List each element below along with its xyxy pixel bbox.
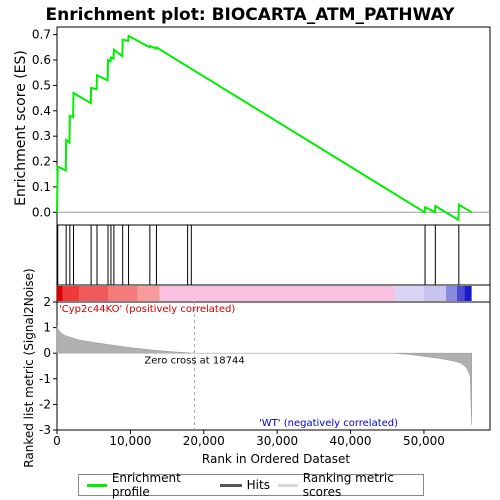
hits-frame	[56, 224, 491, 286]
negative-correlation-label: 'WT' (negatively correlated)	[259, 418, 398, 429]
es-y-tick-label: 0.2	[32, 155, 51, 169]
es-y-tick-label: 0.1	[32, 180, 51, 194]
legend-hits: Hits	[219, 478, 270, 492]
x-tick-label: 30,000	[256, 434, 298, 448]
ranking-metric-area	[56, 326, 472, 425]
heat-segment	[62, 286, 80, 301]
es-y-tick-label: 0.3	[32, 129, 51, 143]
legend-enrichment-swatch	[87, 483, 107, 487]
heat-segment	[456, 286, 465, 301]
positive-correlation-label: 'Cyp2c44KO' (positively correlated)	[59, 304, 235, 315]
heat-segment	[445, 286, 457, 301]
rank-y-tick-label: -2	[39, 397, 51, 411]
rank-y-tick-label: 2	[43, 295, 51, 309]
heat-segment	[394, 286, 424, 301]
legend-enrichment-label: Enrichment profile	[111, 471, 181, 499]
heat-segment	[79, 286, 109, 301]
es-y-tick-label: 0.4	[32, 104, 51, 118]
es-y-tick-label: 0.5	[32, 78, 51, 92]
es-y-tick-label: 0.0	[32, 205, 51, 219]
heat-segment	[57, 286, 63, 301]
legend-hits-swatch	[219, 483, 242, 487]
es-frame	[56, 26, 491, 226]
legend-hits-label: Hits	[246, 478, 270, 492]
rank-y-tick-label: 0	[43, 346, 51, 360]
x-tick-label: 0	[53, 434, 61, 448]
heat-segment	[423, 286, 446, 301]
chart-title: Enrichment plot: BIOCARTA_ATM_PATHWAY	[46, 5, 456, 25]
legend-ranking: Ranking metric scores	[277, 471, 423, 499]
es-y-tick-label: 0.6	[32, 53, 51, 67]
hits-panel	[56, 224, 491, 286]
enrichment-profile-line	[56, 34, 473, 222]
rank-y-axis-label: Ranked list metric (Signal2Noise)	[22, 268, 36, 467]
ranking-metric-panel: -3 -2 -1 0 1 2 0 10,000 20,000 30,000 40,000 50,000…	[39, 295, 491, 448]
correlation-heat-bar	[56, 284, 491, 303]
heat-segment	[108, 286, 138, 301]
heat-segment	[159, 286, 395, 301]
rank-y-tick-label: -1	[39, 372, 51, 386]
x-axis-label: Rank in Ordered Dataset	[202, 452, 350, 466]
legend-ranking-label: Ranking metric scores	[302, 471, 394, 499]
es-y-tick-label: 0.7	[32, 28, 51, 42]
x-tick-label: 20,000	[183, 434, 225, 448]
heat-segment	[137, 286, 160, 301]
es-y-axis-label: Enrichment score (ES)	[13, 50, 29, 206]
legend-enrichment: Enrichment profile	[87, 471, 212, 499]
rank-y-tick-label: 1	[43, 321, 51, 335]
zero-cross-label: Zero cross at 18744	[144, 355, 244, 366]
legend-ranking-swatch	[277, 483, 298, 487]
heat-segment	[464, 286, 472, 301]
rank-frame	[56, 301, 491, 431]
chart-legend: Enrichment profile Hits Ranking metric s…	[78, 471, 424, 499]
enrichment-panel: 0.0 0.1 0.2 0.3 0.4 0.5 0.6 0.7	[32, 26, 491, 226]
rank-y-tick-label: -3	[39, 423, 51, 437]
x-tick-label: 40,000	[330, 434, 372, 448]
x-tick-label: 10,000	[109, 434, 151, 448]
x-tick-label: 50,000	[403, 434, 445, 448]
